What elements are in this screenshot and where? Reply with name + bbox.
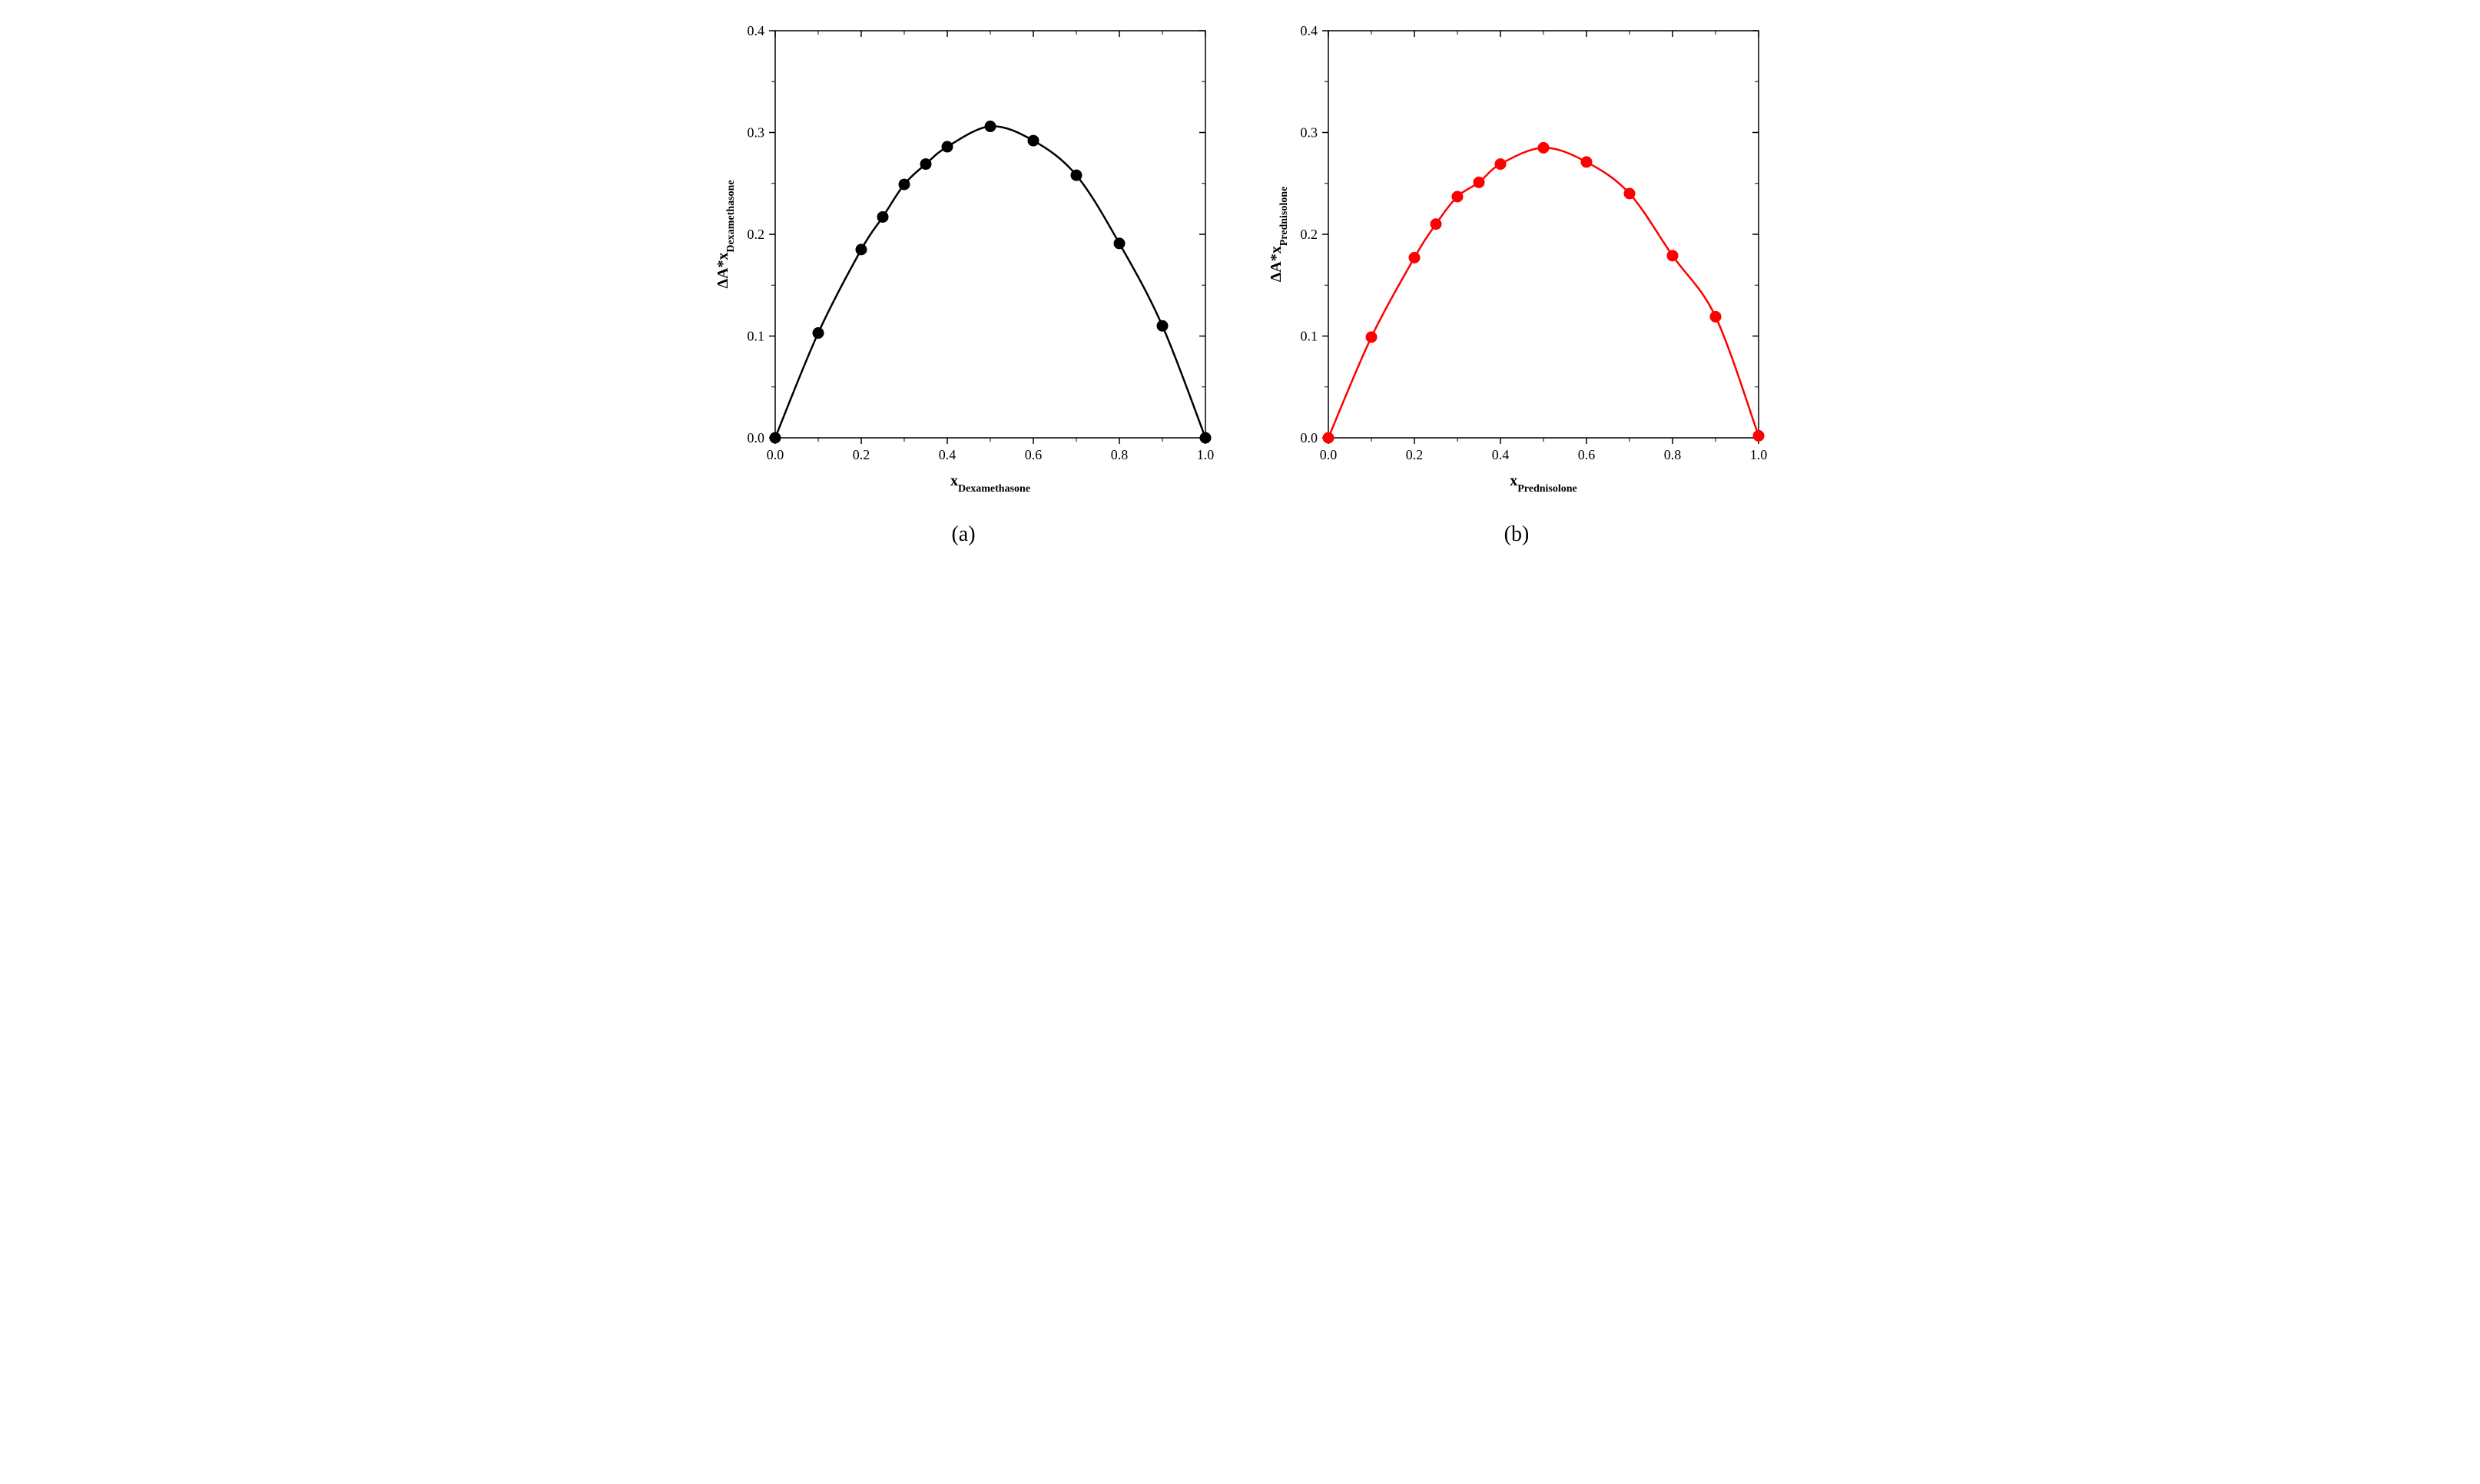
svg-text:1.0: 1.0: [1197, 447, 1215, 462]
svg-text:0.3: 0.3: [1301, 125, 1318, 141]
svg-text:0.4: 0.4: [939, 447, 957, 462]
svg-text:0.8: 0.8: [1664, 447, 1682, 462]
figure-container: 0.00.20.40.60.81.00.00.10.20.30.4xDexame…: [625, 15, 1855, 547]
svg-text:0.4: 0.4: [748, 23, 765, 38]
subplot-label-a: (a): [951, 522, 975, 547]
panel-a: 0.00.20.40.60.81.00.00.10.20.30.4xDexame…: [702, 15, 1225, 547]
chart-a: 0.00.20.40.60.81.00.00.10.20.30.4xDexame…: [702, 15, 1225, 507]
svg-text:0.0: 0.0: [1320, 447, 1338, 462]
svg-text:0.4: 0.4: [1301, 23, 1318, 38]
svg-text:0.2: 0.2: [748, 227, 765, 242]
svg-text:0.2: 0.2: [1406, 447, 1424, 462]
panel-b: 0.00.20.40.60.81.00.00.10.20.30.4xPredni…: [1255, 15, 1778, 547]
svg-text:0.6: 0.6: [1578, 447, 1596, 462]
chart-b: 0.00.20.40.60.81.00.00.10.20.30.4xPredni…: [1255, 15, 1778, 507]
svg-text:0.3: 0.3: [748, 125, 765, 141]
svg-text:0.6: 0.6: [1025, 447, 1043, 462]
svg-text:0.1: 0.1: [1301, 329, 1318, 344]
svg-text:0.2: 0.2: [1301, 227, 1318, 242]
svg-text:0.0: 0.0: [1301, 430, 1318, 446]
svg-text:0.4: 0.4: [1492, 447, 1510, 462]
svg-text:0.2: 0.2: [853, 447, 870, 462]
svg-text:1.0: 1.0: [1750, 447, 1768, 462]
svg-text:0.0: 0.0: [767, 447, 784, 462]
svg-text:0.1: 0.1: [748, 329, 765, 344]
subplot-label-b: (b): [1504, 522, 1530, 547]
svg-text:0.8: 0.8: [1111, 447, 1129, 462]
svg-text:0.0: 0.0: [748, 430, 765, 446]
